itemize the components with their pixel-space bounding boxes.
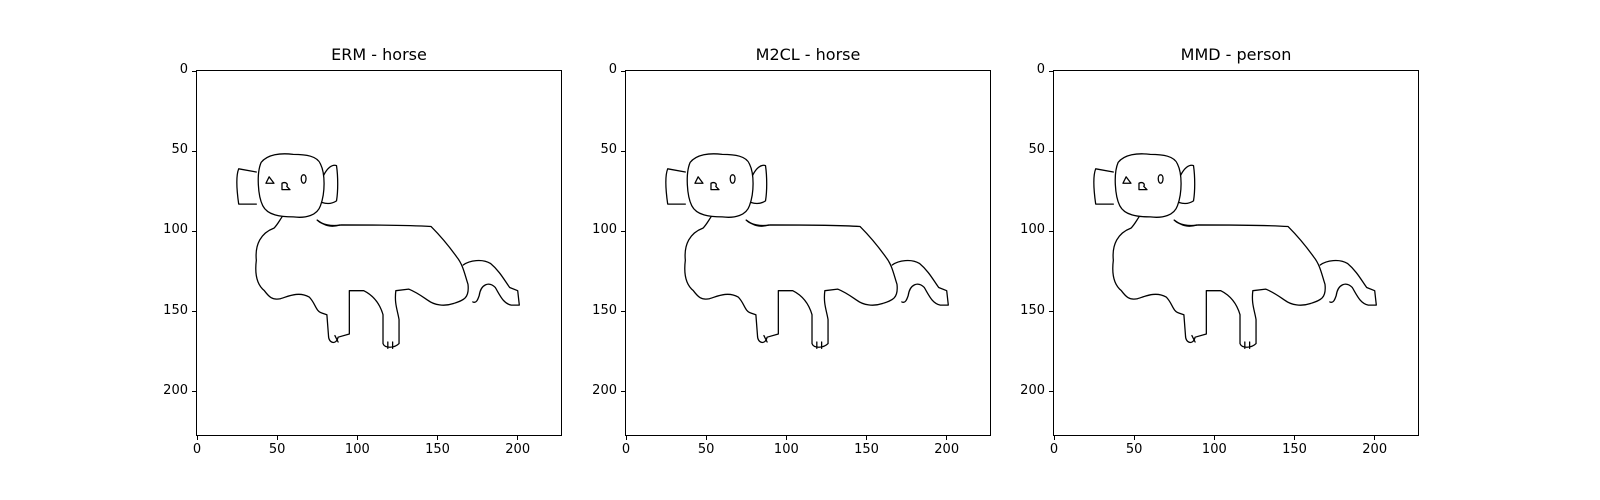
xtick-mark bbox=[276, 436, 278, 440]
ytick-label: 100 bbox=[1020, 222, 1045, 238]
ytick-mark bbox=[621, 150, 625, 152]
xtick-mark bbox=[1294, 436, 1296, 440]
ytick-mark bbox=[192, 150, 196, 152]
xtick-label: 200 bbox=[1362, 442, 1388, 457]
dog-sketch-image bbox=[236, 153, 520, 350]
ytick-mark bbox=[621, 311, 625, 313]
ytick-label: 50 bbox=[1028, 142, 1045, 158]
ytick-label: 200 bbox=[163, 382, 188, 398]
ytick-mark bbox=[1049, 391, 1053, 393]
xtick-mark bbox=[946, 436, 948, 440]
ytick-mark bbox=[1049, 230, 1053, 232]
ytick-label: 200 bbox=[1020, 382, 1045, 398]
xtick-mark bbox=[1133, 436, 1135, 440]
xtick-label: 150 bbox=[1282, 442, 1307, 457]
xtick-label: 100 bbox=[1201, 442, 1227, 457]
ytick-mark bbox=[1049, 311, 1053, 313]
xtick-label: 50 bbox=[697, 442, 715, 457]
dog-sketch-image bbox=[1093, 153, 1377, 350]
subplot-title: M2CL - horse bbox=[755, 45, 861, 64]
xtick-label: 0 bbox=[192, 442, 202, 457]
ytick-mark bbox=[192, 311, 196, 313]
ytick-label: 200 bbox=[592, 382, 617, 398]
ytick-label: 150 bbox=[1020, 302, 1045, 318]
ytick-mark bbox=[621, 230, 625, 232]
image-axes bbox=[1053, 70, 1419, 436]
ytick-label: 50 bbox=[600, 142, 617, 158]
xtick-label: 150 bbox=[854, 442, 879, 457]
ytick-label: 150 bbox=[592, 302, 617, 318]
xtick-label: 100 bbox=[344, 442, 370, 457]
xtick-mark bbox=[1374, 436, 1376, 440]
xtick-label: 50 bbox=[1125, 442, 1143, 457]
ytick-label: 0 bbox=[179, 62, 188, 77]
xtick-mark bbox=[437, 436, 439, 440]
ytick-mark bbox=[621, 70, 625, 72]
xtick-label: 50 bbox=[268, 442, 286, 457]
xtick-label: 100 bbox=[773, 442, 799, 457]
ytick-label: 100 bbox=[592, 222, 617, 238]
image-axes bbox=[196, 70, 562, 436]
ytick-label: 0 bbox=[608, 62, 617, 77]
xtick-label: 200 bbox=[505, 442, 531, 457]
xtick-mark bbox=[785, 436, 787, 440]
dog-sketch-image bbox=[665, 153, 949, 350]
xtick-mark bbox=[356, 436, 358, 440]
ytick-label: 0 bbox=[1036, 62, 1045, 77]
subplot-title: MMD - person bbox=[1180, 45, 1292, 64]
subplot-title: ERM - horse bbox=[331, 45, 427, 64]
xtick-label: 150 bbox=[425, 442, 450, 457]
ytick-mark bbox=[621, 391, 625, 393]
ytick-label: 50 bbox=[171, 142, 188, 158]
ytick-mark bbox=[1049, 150, 1053, 152]
ytick-label: 100 bbox=[163, 222, 188, 238]
xtick-mark bbox=[1053, 436, 1055, 440]
xtick-mark bbox=[517, 436, 519, 440]
xtick-label: 0 bbox=[1049, 442, 1059, 457]
ytick-mark bbox=[192, 70, 196, 72]
xtick-label: 0 bbox=[621, 442, 631, 457]
image-axes bbox=[625, 70, 991, 436]
ytick-mark bbox=[192, 391, 196, 393]
xtick-mark bbox=[196, 436, 198, 440]
ytick-mark bbox=[192, 230, 196, 232]
xtick-mark bbox=[866, 436, 868, 440]
ytick-mark bbox=[1049, 70, 1053, 72]
xtick-mark bbox=[625, 436, 627, 440]
xtick-mark bbox=[705, 436, 707, 440]
xtick-mark bbox=[1213, 436, 1215, 440]
ytick-label: 150 bbox=[163, 302, 188, 318]
xtick-label: 200 bbox=[934, 442, 960, 457]
